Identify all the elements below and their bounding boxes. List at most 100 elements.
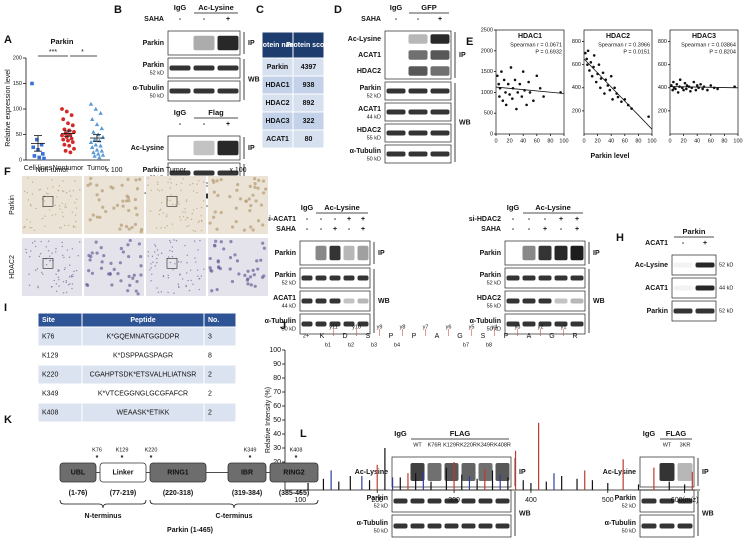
- x-tick-label: 20: [681, 138, 687, 144]
- nucleus: [156, 257, 158, 260]
- nucleus: [29, 226, 31, 229]
- band: [301, 275, 313, 281]
- nucleus: [74, 180, 76, 182]
- size-label: 44 kD: [367, 114, 381, 120]
- x-tick-label: 600(m/z): [671, 497, 699, 504]
- band: [329, 275, 341, 281]
- nucleus: [156, 287, 158, 289]
- nucleus: [251, 268, 255, 272]
- nucleus: [147, 177, 149, 180]
- nucleus: [208, 221, 212, 225]
- y-tick-label: 0: [490, 131, 493, 137]
- nucleus: [194, 230, 197, 233]
- point: [689, 89, 692, 93]
- point: [92, 153, 97, 158]
- point: [613, 86, 616, 90]
- site-marker: *: [96, 455, 99, 462]
- nucleus: [262, 246, 266, 250]
- nucleus: [255, 259, 259, 263]
- band: [217, 88, 239, 94]
- b-ion: b2: [348, 342, 354, 348]
- size-label: 44 kD: [719, 285, 733, 291]
- table-cell-text: Parkin: [267, 64, 288, 71]
- nucleus: [58, 227, 61, 229]
- band: [427, 523, 442, 529]
- point: [63, 148, 68, 153]
- tag: WB: [519, 510, 531, 517]
- nucleus: [128, 238, 132, 243]
- plot-frame: [495, 29, 565, 135]
- nucleus: [175, 183, 178, 186]
- point: [589, 61, 593, 64]
- size-label: 52 kD: [282, 280, 296, 286]
- nucleus: [65, 291, 68, 294]
- band: [659, 523, 675, 529]
- nucleus: [259, 258, 263, 262]
- nucleus: [219, 240, 223, 244]
- nucleus: [200, 215, 202, 217]
- point: [597, 63, 601, 66]
- protein-label: Parkin (1-465): [167, 527, 213, 534]
- nucleus: [121, 250, 125, 254]
- treatment-sign: +: [559, 216, 563, 223]
- nucleus: [25, 248, 27, 251]
- nucleus: [24, 225, 26, 228]
- x-tick-label: 0: [668, 138, 671, 144]
- table-cell-text: K129: [42, 352, 58, 359]
- nucleus: [156, 188, 159, 191]
- nucleus: [164, 227, 166, 229]
- nucleus: [126, 289, 130, 293]
- x-tick-label: 40: [694, 138, 700, 144]
- nucleus: [101, 205, 105, 209]
- y-tick-label: 60: [273, 403, 281, 410]
- nucleus: [104, 209, 108, 214]
- nucleus: [119, 223, 124, 227]
- column-label: Tumor: [166, 167, 187, 174]
- point: [89, 117, 95, 121]
- nucleus: [175, 204, 177, 206]
- nucleus: [41, 217, 44, 220]
- point: [515, 107, 518, 111]
- nucleus: [200, 275, 203, 277]
- nucleus: [242, 228, 246, 232]
- lane-label: K349R: [477, 442, 494, 448]
- nucleus: [125, 199, 129, 203]
- b-ion: b4: [394, 342, 400, 348]
- nucleus: [216, 260, 220, 264]
- row-label: α-Tubulin: [133, 85, 164, 92]
- band: [410, 463, 425, 481]
- nucleus: [62, 254, 64, 257]
- size-label: 50 kD: [150, 93, 164, 99]
- blot-header: IgG: [390, 3, 403, 12]
- x-tick-label: 400: [525, 497, 537, 504]
- nucleus: [171, 223, 174, 225]
- treatment-sign: +: [575, 226, 579, 233]
- stat-label: P = 0.0151: [623, 49, 650, 55]
- band: [357, 298, 369, 304]
- nucleus: [79, 241, 81, 243]
- plot-title: HDAC1: [518, 33, 542, 40]
- point: [69, 113, 74, 118]
- point: [511, 97, 514, 100]
- x-tick-label: 60: [622, 138, 628, 144]
- nucleus: [60, 227, 62, 229]
- x-tick-label: 80: [635, 138, 641, 144]
- b-ion: b8: [486, 342, 492, 348]
- significance: ***: [49, 49, 57, 56]
- point: [39, 142, 44, 147]
- point: [68, 150, 73, 155]
- nucleus: [62, 190, 65, 193]
- y-ion: y6: [446, 324, 452, 330]
- x-tick-label: Tumor: [87, 165, 108, 172]
- panel-letter: J: [280, 320, 286, 332]
- point: [93, 106, 98, 111]
- nucleus: [90, 251, 94, 255]
- nucleus: [152, 261, 154, 263]
- point: [647, 115, 650, 118]
- nucleus: [41, 271, 43, 274]
- band: [430, 130, 450, 136]
- treatment-sign: +: [575, 216, 579, 223]
- band: [570, 245, 584, 261]
- size-label: 50 kD: [622, 528, 636, 534]
- residue: K: [320, 333, 325, 340]
